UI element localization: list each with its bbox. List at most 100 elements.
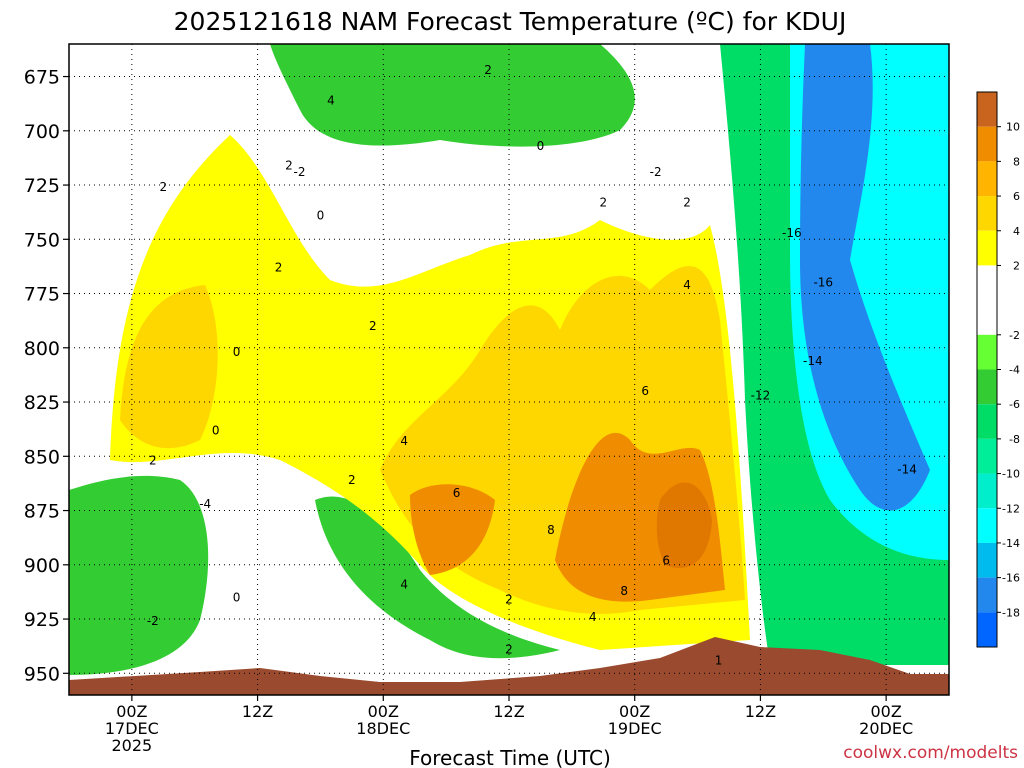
y-tick-label: 950 (24, 663, 60, 685)
y-tick-label: 925 (24, 609, 60, 631)
x-tick-label: 00Z (116, 702, 147, 721)
y-tick-label: 675 (24, 67, 60, 89)
contour-label: 2 (159, 180, 167, 194)
colorbar-label: -4 (1009, 364, 1020, 377)
contour-label: -16 (813, 276, 833, 290)
region-cold-mid (315, 496, 560, 659)
contour-label: -2 (147, 614, 159, 628)
contour-label: -14 (897, 462, 917, 476)
contour-label: 2 (275, 261, 283, 275)
colorbar-band (977, 161, 997, 197)
x-tick-label: 2025 (111, 736, 152, 755)
contour-label: -2 (650, 165, 662, 179)
region-cold-right-blue (800, 44, 930, 511)
contour-label: 2 (285, 159, 293, 173)
contour-label: 2 (484, 63, 492, 77)
y-tick-label: 825 (24, 392, 60, 414)
contour-label: 0 (537, 139, 545, 153)
colorbar-label: 8 (1013, 155, 1020, 168)
colorbar-band (977, 577, 997, 613)
colorbar-band (977, 473, 997, 509)
colorbar-band (977, 404, 997, 439)
y-tick-label: 875 (24, 501, 60, 523)
contour-label: 4 (327, 93, 335, 107)
colorbar-band (977, 196, 997, 231)
colorbar-band (977, 230, 997, 266)
region-warm-6 (410, 484, 495, 575)
colorbar-label: 10 (1006, 121, 1020, 134)
contour-label: 0 (233, 590, 241, 604)
contour-label: 2 (505, 593, 513, 607)
colorbar-label: -2 (1009, 329, 1020, 342)
contour-label: 8 (620, 584, 628, 598)
y-tick-label: 900 (24, 555, 60, 577)
colorbar-band (977, 612, 997, 647)
contour-label: -14 (803, 354, 823, 368)
y-axis: 675 700 725 750 775 800 825 850 875 900 925 950 (24, 67, 69, 685)
region-cold-left (69, 475, 209, 675)
x-tick-label: 00Z (870, 702, 901, 721)
y-tick-label: 725 (24, 175, 60, 197)
region-warm-4 (120, 285, 218, 449)
terrain (69, 637, 949, 695)
contour-label: 1 (715, 653, 723, 667)
x-tick-label: 12Z (745, 702, 776, 721)
x-gridlines (131, 44, 887, 695)
colorbar-band (977, 542, 997, 578)
colorbar-label: -14 (1002, 537, 1020, 550)
y-tick-label: 775 (24, 284, 60, 306)
colorbar-band (977, 334, 997, 370)
colorbar-band (977, 126, 997, 162)
y-tick-label: 700 (24, 121, 60, 143)
x-tick-label: 20DEC (859, 719, 913, 738)
y-tick-label: 850 (24, 446, 60, 468)
colorbar-label: -6 (1009, 398, 1020, 411)
contour-label: 4 (400, 577, 408, 591)
contour-label: 0 (212, 423, 220, 437)
colorbar: 10 8 6 4 2 -2 -4 -6 -8 -10 -12 -14 -16 -18 (976, 91, 1020, 648)
colorbar-label: 2 (1013, 259, 1020, 272)
x-tick-label: 19DEC (608, 719, 662, 738)
contour-label: 2 (505, 642, 513, 656)
colorbar-label: -8 (1009, 433, 1020, 446)
contour-label: 6 (641, 384, 649, 398)
contour-label: 0 (233, 345, 241, 359)
contour-label: 8 (547, 523, 555, 537)
colorbar-label: 4 (1013, 225, 1020, 238)
contour-label: -16 (782, 226, 802, 240)
contour-label: 2 (149, 454, 157, 468)
contour-label: 2 (683, 195, 691, 209)
colorbar-label: 6 (1013, 190, 1020, 203)
contour-label: 2 (369, 319, 377, 333)
x-tick-label: 00Z (619, 702, 650, 721)
watermark: coolwx.com/modelts (843, 743, 1018, 763)
y-tick-label: 800 (24, 338, 60, 360)
contour-label: 6 (662, 553, 670, 567)
colorbar-label: -16 (1002, 572, 1020, 585)
contour-label: 4 (400, 434, 408, 448)
contour-label: -4 (199, 497, 211, 511)
colorbar-band (977, 369, 997, 405)
colorbar-band (977, 92, 997, 127)
contour-label: 4 (589, 610, 597, 624)
colorbar-label: -10 (1002, 468, 1020, 481)
x-tick-label: 12Z (493, 702, 524, 721)
region-warm-8 (656, 482, 712, 568)
x-axis-label: Forecast Time (UTC) (409, 746, 611, 768)
contour-label: 6 (453, 486, 461, 500)
x-tick-label: 17DEC (105, 719, 159, 738)
contour-label: -2 (293, 165, 305, 179)
y-tick-label: 750 (24, 229, 60, 251)
colorbar-label: -12 (1002, 502, 1020, 515)
contour-label: 2 (599, 195, 607, 209)
colorbar-band (977, 438, 997, 474)
x-tick-label: 18DEC (356, 719, 410, 738)
colorbar-band (977, 508, 997, 543)
contour-label: 2 (348, 473, 356, 487)
contour-label: -12 (751, 389, 771, 403)
colorbar-label: -18 (1002, 606, 1020, 619)
region-cold-top (270, 44, 635, 147)
